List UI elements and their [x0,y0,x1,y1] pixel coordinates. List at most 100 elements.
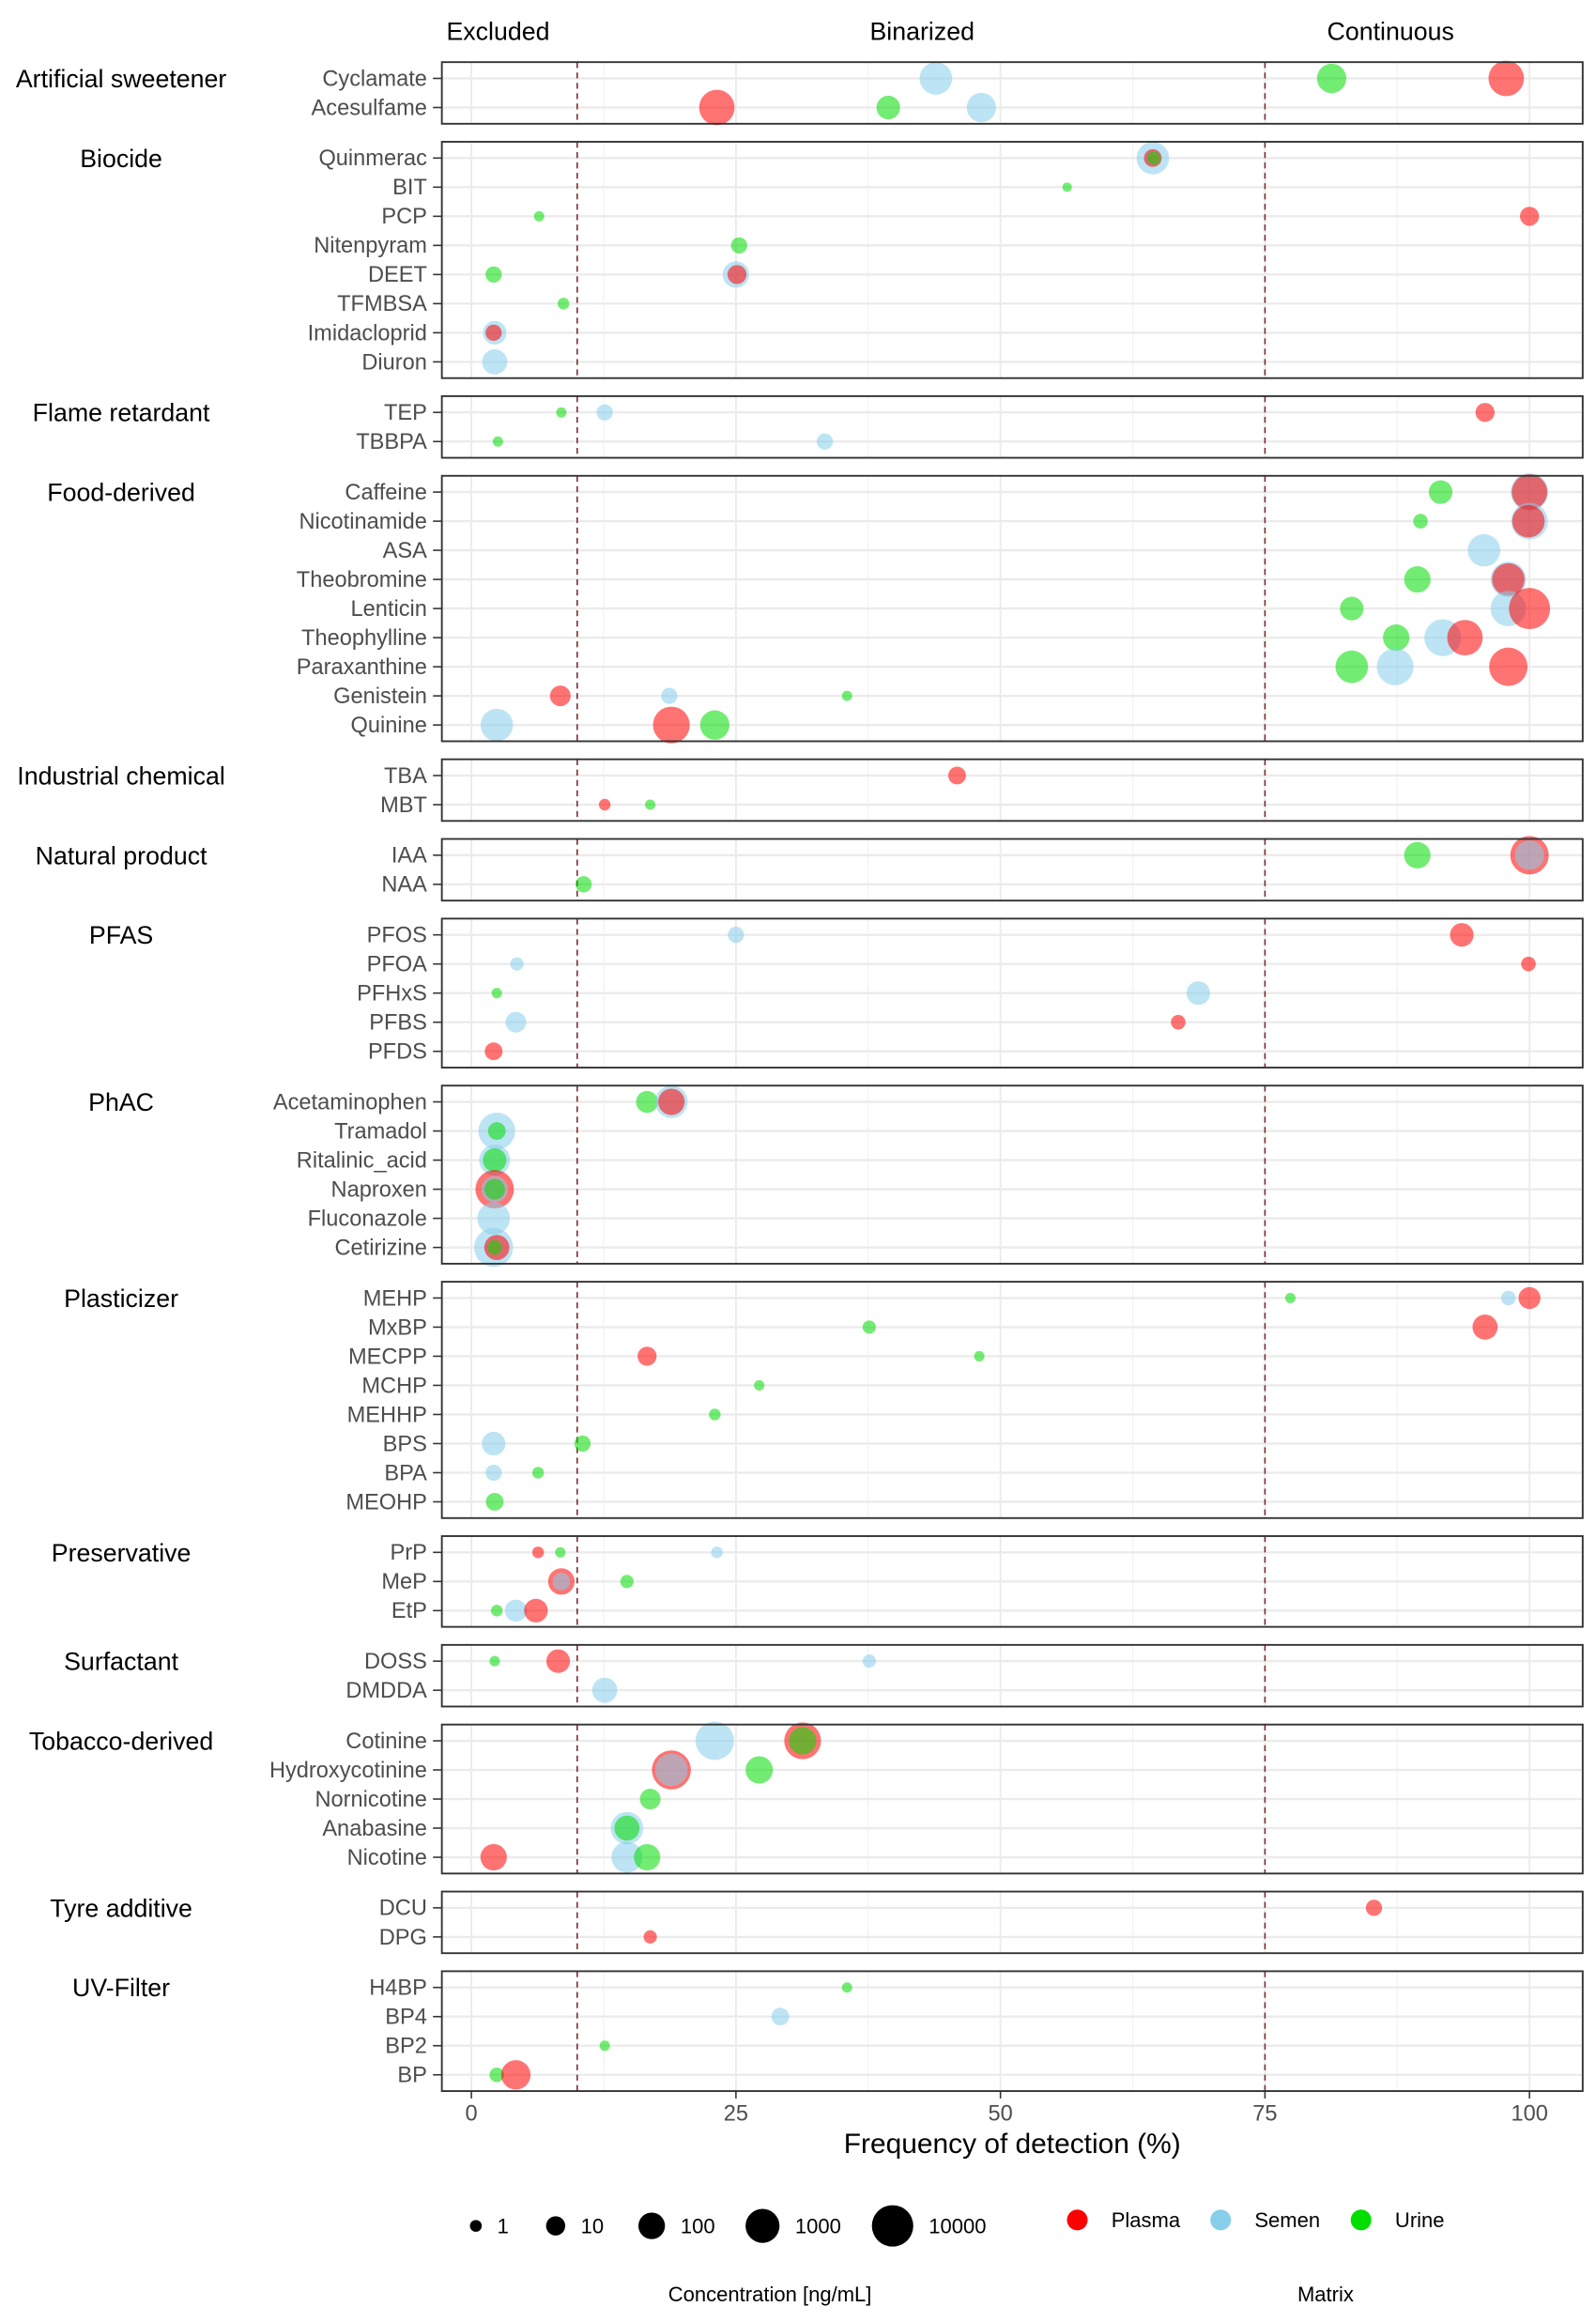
category-label: Food-derived [47,479,195,507]
data-point-urine [575,876,592,893]
data-point-semen [596,404,613,421]
panel-border [440,1643,1584,1708]
panel-border [440,474,1584,743]
size-legend-title: Concentration [ng/mL] [668,2283,872,2306]
compound-label: Paraxanthine [297,655,427,680]
panel-border [440,1723,1584,1875]
data-point-urine [614,1815,640,1841]
data-point-semen [862,1654,876,1668]
x-axis-title: Frequency of detection (%) [844,2129,1181,2160]
compound-label: ASA [383,539,427,563]
data-point-urine [490,1605,503,1617]
data-point-plasma [524,1598,548,1622]
size-legend-label: 10 [581,2214,605,2237]
data-point-plasma [531,1546,545,1559]
facet-panel: TBA MBT Industrial chemical [17,758,1584,823]
size-legend-label: 1000 [795,2214,841,2237]
category-label: UV-Filter [72,1974,170,2002]
data-point-plasma [1521,956,1536,972]
panel-border [440,917,1584,1069]
data-point-semen [1186,981,1210,1006]
data-point-urine [645,799,656,810]
data-point-plasma [545,1649,571,1673]
data-point-urine [483,1178,505,1200]
compound-label: PFOA [367,953,428,977]
data-point-urine [1284,1292,1296,1303]
data-point-urine [485,1493,504,1511]
data-point-urine [483,1147,507,1173]
data-point-semen [1376,648,1414,685]
panel-background [441,838,1583,901]
data-point-urine [745,1756,774,1784]
data-point-urine [709,1408,721,1421]
category-label: Plasticizer [64,1284,178,1313]
facet-panel: DCU DPG Tyre additive [50,1890,1584,1955]
panel-background [441,1644,1583,1707]
panel-background [441,1891,1583,1954]
compound-label: DPG [379,1926,427,1950]
data-point-urine [489,2067,504,2083]
compound-label: Nitenpyram [314,234,427,258]
panel-background [441,1085,1583,1264]
color-legend-swatch [1210,2209,1232,2231]
data-point-urine [1428,480,1453,504]
compound-label: TBBPA [356,430,427,454]
color-legend-swatch [1067,2209,1088,2231]
compound-label: NAA [381,873,427,898]
compound-label: MBT [380,793,427,818]
data-point-urine [1413,514,1428,529]
compound-label: Cotinine [345,1730,427,1754]
zone-label: Binarized [869,18,974,46]
compound-label: IAA [391,844,427,869]
data-point-urine [555,1546,566,1558]
data-point-semen [966,92,997,123]
category-label: Preservative [52,1539,192,1567]
category-label: Tobacco-derived [29,1727,213,1755]
data-point-semen [919,62,953,95]
compound-label: TEP [384,401,427,425]
size-legend-label: 1 [498,2214,509,2237]
data-point-plasma [598,798,611,811]
facet-panel: DOSS DMDDA Surfactant [64,1643,1584,1708]
compound-label: Naproxen [331,1177,427,1202]
facet-panel: MEHP MxBP MECPP MCHP MEHHP BPS BPA MEOHP Plastic… [64,1281,1584,1519]
data-point-urine [1404,841,1431,869]
data-point-urine [862,1320,876,1334]
data-point-urine [1335,650,1369,684]
compound-label: H4BP [369,1976,427,2001]
category-label: PhAC [88,1088,154,1116]
compound-label: MxBP [368,1315,427,1340]
facet-panel: PrP MeP EtP Preservative [52,1535,1584,1628]
panel-background [441,1971,1583,2092]
category-label: PFAS [89,921,153,949]
compound-label: TBA [384,764,427,789]
data-point-semen [482,349,508,375]
compound-label: Caffeine [345,481,427,505]
category-label: Flame retardant [33,399,210,427]
data-point-urine [556,407,567,418]
data-point-urine [699,710,729,740]
panel-border [440,1890,1584,1955]
panel-border [440,61,1584,125]
compound-label: MEHHP [347,1403,427,1427]
data-point-semen [591,1677,618,1703]
data-point-urine [557,298,570,310]
compound-label: Fluconazole [308,1207,427,1231]
compound-label: PCP [381,205,427,229]
compound-label: PFHxS [357,982,427,1007]
data-point-semen [505,1011,527,1033]
compound-label: PFBS [369,1011,427,1036]
data-point-plasma [1492,562,1525,596]
facet-panel: Cotinine Hydroxycotinine Nornicotine Anabas… [29,1721,1584,1875]
color-legend-label: Plasma [1112,2208,1181,2232]
data-point-plasma [727,265,747,284]
data-point-plasma [1512,474,1548,510]
compound-label: Ritalinic_acid [297,1148,427,1173]
data-point-plasma [1518,1286,1541,1310]
data-point-semen [510,957,524,971]
facet-panel: Quinmerac BIT PCP Nitenpyram DEET TFMBSA Imida… [80,141,1584,379]
data-point-plasma [485,324,502,342]
data-point-semen [477,1202,511,1235]
data-point-plasma [480,1843,507,1871]
